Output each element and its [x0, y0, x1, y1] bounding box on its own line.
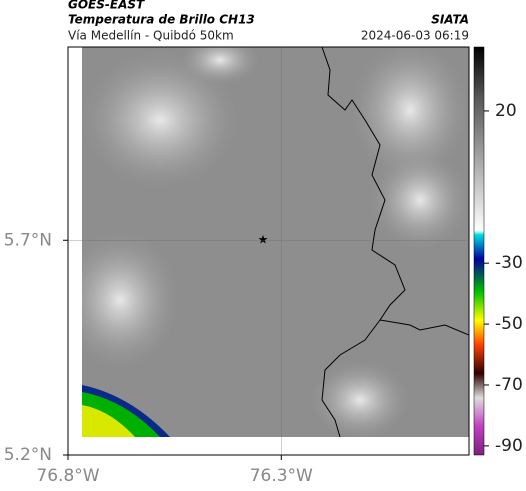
colorbar-tick-label: -30 [495, 253, 523, 273]
x-tick-label: 76.8°W [36, 466, 99, 486]
colorbar-tick-label: -90 [495, 436, 523, 456]
title: GOES-EAST [68, 0, 145, 12]
satellite-image [82, 47, 469, 437]
colorbar-tick-label: -50 [495, 314, 523, 334]
datetime: 2024-06-03 06:19 [361, 29, 469, 43]
source: SIATA [431, 13, 469, 27]
y-tick-label: 5.2°N [4, 445, 52, 465]
map-frame [67, 46, 470, 456]
colorbar-tick-label: -70 [495, 375, 523, 395]
colorbar-tick-label: 20 [495, 101, 517, 121]
colorbar [473, 46, 485, 456]
y-tick-label: 5.7°N [4, 230, 52, 250]
marker: ★ [258, 233, 269, 247]
location: Vía Medellín - Quibdó 50km [68, 29, 234, 43]
x-tick-label: 76.3°W [250, 466, 313, 486]
subtitle: Temperatura de Brillo CH13 [68, 13, 255, 27]
